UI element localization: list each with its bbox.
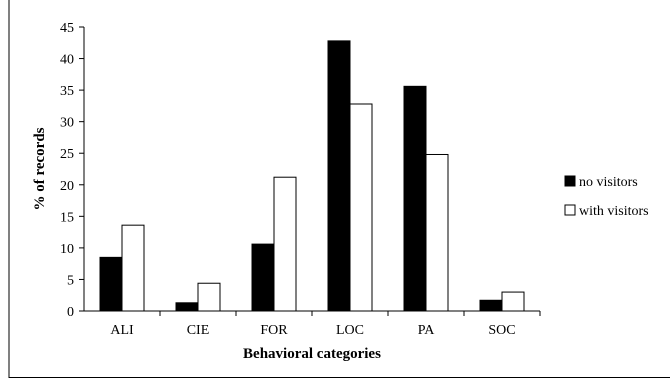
y-tick-label: 15 <box>60 210 74 225</box>
y-tick-label: 20 <box>60 179 74 194</box>
x-axis: ALI CIE FOR LOC PA SOC <box>84 310 541 338</box>
y-tick-label: 45 <box>60 21 74 36</box>
y-tick-label: 40 <box>60 53 74 68</box>
bar-no-visitors-cie <box>175 302 199 312</box>
legend-swatch-with-visitors <box>564 204 576 216</box>
bar-with-visitors-soc <box>501 291 525 312</box>
bar-with-visitors-cie <box>197 282 221 312</box>
y-tick-label: 30 <box>60 116 74 131</box>
bar-series-group <box>99 40 525 312</box>
bar-no-visitors-loc <box>327 40 351 312</box>
y-tick-label: 5 <box>67 273 74 288</box>
bar-no-visitors-pa <box>403 85 427 312</box>
bar-no-visitors-for <box>251 243 275 312</box>
x-axis-title: Behavioral categories <box>243 346 381 362</box>
legend-label-with-visitors: with visitors <box>579 204 649 219</box>
x-tick-label: ALI <box>110 323 134 338</box>
bar-no-visitors-soc <box>479 299 503 312</box>
bar-with-visitors-loc <box>349 103 373 312</box>
bar-no-visitors-ali <box>99 256 123 312</box>
y-axis: 0 5 10 15 20 25 30 35 40 45 <box>60 21 85 320</box>
legend-swatch-no-visitors <box>564 175 576 187</box>
legend: no visitors with visitors <box>564 175 649 219</box>
legend-label-no-visitors: no visitors <box>579 175 638 190</box>
bar-with-visitors-for <box>273 176 297 312</box>
x-tick-label: CIE <box>187 323 210 338</box>
y-tick-label: 25 <box>60 147 74 162</box>
bar-with-visitors-ali <box>121 224 145 312</box>
y-axis-title: % of records <box>32 127 48 210</box>
x-tick-label: SOC <box>488 323 515 338</box>
x-tick-label: PA <box>418 323 436 338</box>
y-tick-label: 10 <box>60 242 74 257</box>
x-tick-label: LOC <box>336 323 364 338</box>
y-tick-label: 35 <box>60 84 74 99</box>
bar-with-visitors-pa <box>425 153 449 312</box>
y-tick-label: 0 <box>67 305 74 320</box>
x-tick-label: FOR <box>260 323 288 338</box>
